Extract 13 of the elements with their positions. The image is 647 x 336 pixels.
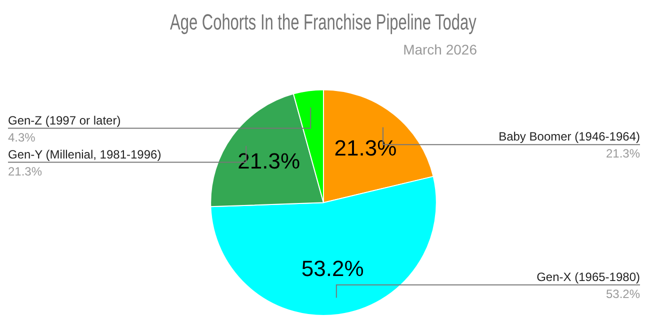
slice-label: Gen-X (1965-1980) <box>536 270 640 284</box>
data-label: 21.3% <box>334 136 397 161</box>
chart-title: Age Cohorts In the Franchise Pipeline Today <box>170 10 477 36</box>
chart-subtitle: March 2026 <box>403 42 478 58</box>
data-label: 4.3% <box>8 130 36 144</box>
text: 21.3% <box>8 164 42 178</box>
slice-label: Gen-Y (Millenial, 1981-1996) <box>8 147 162 162</box>
data-label: 21.3% <box>238 148 300 174</box>
data-label: 53.2% <box>301 256 364 281</box>
text: 53.2% <box>606 286 640 301</box>
slice-label: Gen-Z (1997 or later) <box>8 113 121 128</box>
slice-label: Baby Boomer (1946-1964) <box>498 130 640 144</box>
text: 21.3% <box>606 146 640 161</box>
